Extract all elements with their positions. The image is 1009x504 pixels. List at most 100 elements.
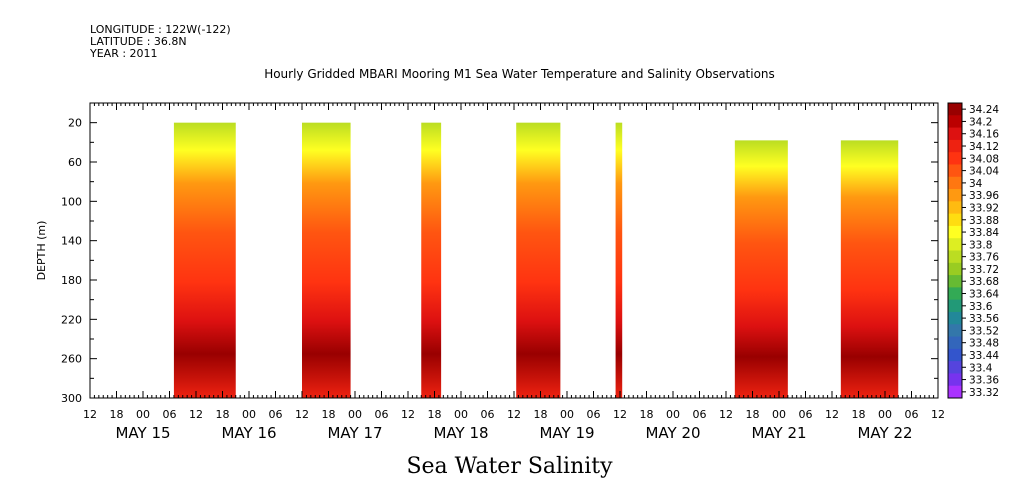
x-tick-label: 06 [163,408,177,421]
x-day-label: MAY 21 [751,424,806,442]
x-tick-label: 06 [693,408,707,421]
colorbar-swatch [948,127,962,141]
x-tick-label: 12 [507,408,521,421]
colorbar-swatch [948,103,962,116]
colorbar-label: 33.32 [969,387,999,399]
x-tick-label: 18 [534,408,548,421]
x-tick-label: 12 [719,408,733,421]
colorbar-swatch [948,373,962,387]
colorbar-swatch [948,189,962,202]
salinity-segment [302,122,351,399]
y-tick-label: 300 [61,392,82,405]
colorbar-swatch [948,238,962,251]
colorbar-swatch [948,201,962,215]
colorbar-label: 33.88 [969,215,999,227]
x-tick-label: 12 [295,408,309,421]
x-day-label: MAY 19 [539,424,594,442]
colorbar-label: 34.24 [969,104,999,116]
y-tick-label: 260 [61,353,82,366]
x-day-label: MAY 22 [857,424,912,442]
x-tick-label: 00 [242,408,256,421]
y-tick-label: 20 [68,117,82,130]
x-tick-label: 06 [587,408,601,421]
y-tick-label: 220 [61,313,82,326]
x-tick-label: 18 [746,408,760,421]
colorbar-swatch [948,213,962,227]
colorbar-swatch [948,385,962,399]
y-axis-label: DEPTH (m) [35,221,48,281]
x-tick-label: 00 [454,408,468,421]
x-tick-label: 12 [825,408,839,421]
salinity-segment [734,140,788,398]
colorbar-swatch [948,164,962,178]
x-tick-label: 00 [666,408,680,421]
x-tick-label: 00 [772,408,786,421]
x-tick-label: 06 [905,408,919,421]
y-tick-label: 100 [61,195,82,208]
x-tick-label: 12 [189,408,203,421]
x-tick-label: 00 [878,408,892,421]
x-tick-label: 18 [640,408,654,421]
colorbar-label: 33.84 [969,227,999,239]
salinity-segment [516,122,561,399]
x-tick-label: 12 [931,408,945,421]
colorbar-label: 33.44 [969,350,999,362]
x-tick-label: 12 [613,408,627,421]
x-day-label: MAY 16 [221,424,276,442]
colorbar-label: 33.72 [969,264,999,276]
colorbar-swatch [948,287,962,301]
colorbar-swatch [948,275,962,288]
colorbar-label: 34.08 [969,153,999,165]
colorbar-swatch [948,336,962,350]
colorbar-swatch [948,299,962,313]
colorbar-label: 33.52 [969,325,999,337]
x-tick-label: 18 [852,408,866,421]
colorbar-label: 33.64 [969,289,999,301]
x-tick-label: 18 [322,408,336,421]
colorbar-label: 33.6 [969,301,993,313]
colorbar-label: 33.8 [969,239,992,251]
longitude-label: LONGITUDE : 122W(-122) [90,23,231,36]
x-tick-label: 18 [110,408,124,421]
y-tick-label: 140 [61,235,82,248]
colorbar-swatch [948,262,962,276]
colorbar-label: 33.36 [969,375,999,387]
salinity-segment [615,122,623,399]
x-day-label: MAY 15 [115,424,170,442]
colorbar-label: 34.16 [969,129,999,141]
y-tick-label: 180 [61,274,82,287]
colorbar-label: 33.56 [969,313,999,325]
colorbar-swatch [948,115,962,129]
colorbar-label: 34.2 [969,116,992,128]
x-tick-label: 18 [428,408,442,421]
x-day-label: MAY 18 [433,424,488,442]
colorbar-swatch [948,225,962,239]
x-tick-label: 18 [216,408,230,421]
colorbar-label: 33.68 [969,276,999,288]
salinity-segment [840,140,899,398]
x-tick-label: 00 [136,408,150,421]
colorbar-swatch [948,348,962,362]
x-day-label: MAY 20 [645,424,700,442]
x-tick-label: 06 [799,408,813,421]
x-tick-label: 06 [375,408,389,421]
y-tick-label: 60 [68,156,82,169]
x-tick-label: 12 [401,408,415,421]
x-tick-label: 00 [560,408,574,421]
colorbar-label: 33.92 [969,202,999,214]
chart-variable-label: Sea Water Salinity [406,454,613,479]
colorbar-label: 33.4 [969,362,993,374]
x-tick-label: 06 [269,408,283,421]
colorbar-swatch [948,361,962,374]
salinity-segment [173,122,236,399]
colorbar-label: 34 [969,178,983,190]
x-tick-label: 06 [481,408,495,421]
colorbar-frame [947,102,963,399]
x-tick-label: 12 [83,408,97,421]
chart-title: Hourly Gridded MBARI Mooring M1 Sea Wate… [264,67,775,81]
colorbar-swatch [948,176,962,190]
colorbar-label: 33.76 [969,252,999,264]
colorbar-swatch [948,250,962,264]
x-tick-label: 00 [348,408,362,421]
